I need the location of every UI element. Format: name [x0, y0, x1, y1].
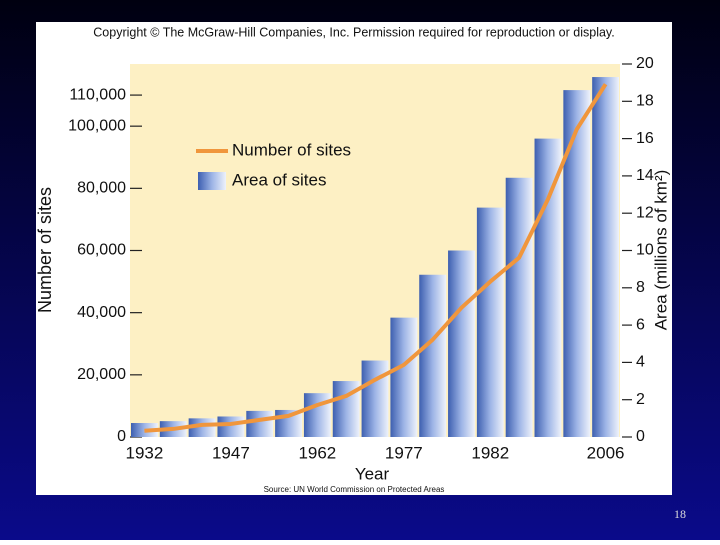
y2-tick-label: 8	[636, 279, 645, 296]
bar	[563, 90, 591, 438]
bar	[419, 274, 447, 437]
bar	[448, 250, 475, 437]
y2-tick-label: 2	[636, 391, 645, 408]
y-axis-label: Number of sites	[35, 187, 55, 313]
y-tick-label: 110,000	[69, 86, 126, 103]
line	[144, 83, 608, 433]
y2-tick-label: 6	[636, 316, 645, 333]
y-tick-label: 100,000	[68, 117, 126, 134]
bar	[217, 416, 245, 437]
y2-tick-label: 0	[636, 428, 645, 445]
y2-tick-label: 10	[636, 242, 654, 259]
legend-swatch	[198, 172, 226, 190]
y-tick-label: 40,000	[77, 304, 126, 321]
x-axis-label: Year	[355, 464, 390, 483]
bar	[534, 138, 562, 437]
y-tick-label: 80,000	[77, 180, 126, 197]
bar	[592, 77, 619, 438]
y2-tick-label: 12	[636, 204, 654, 221]
y2-tick-label: 18	[636, 93, 654, 110]
x-tick-label: 1977	[385, 443, 423, 462]
bar	[246, 410, 274, 437]
copyright: Copyright © The McGraw-Hill Companies, I…	[93, 25, 614, 39]
legend-label: Number of sites	[232, 140, 351, 159]
y2-tick-label: 14	[636, 167, 654, 184]
x-tick-label: 1982	[471, 443, 509, 462]
y-tick-label: 0	[117, 428, 126, 445]
y2-tick-label: 20	[636, 55, 654, 72]
bar	[476, 207, 504, 437]
legend-label: Area of sites	[232, 170, 327, 189]
bar	[361, 360, 389, 437]
x-tick-label: 1962	[298, 443, 336, 462]
x-tick-label: 1932	[125, 443, 163, 462]
y-tick-label: 60,000	[77, 242, 126, 259]
y-tick-label: 20,000	[77, 366, 126, 383]
y2-tick-label: 16	[636, 130, 654, 147]
y2-axis-label: Area (millions of km²)	[651, 170, 670, 331]
bar	[505, 177, 533, 437]
x-tick-label: 1947	[212, 443, 250, 462]
bar	[390, 317, 418, 437]
slide-number: 18	[674, 507, 686, 521]
source: Source: UN World Commission on Protected…	[264, 485, 445, 494]
y2-tick-label: 4	[636, 354, 645, 371]
x-tick-label: 2006	[587, 443, 625, 462]
bar	[303, 393, 331, 437]
